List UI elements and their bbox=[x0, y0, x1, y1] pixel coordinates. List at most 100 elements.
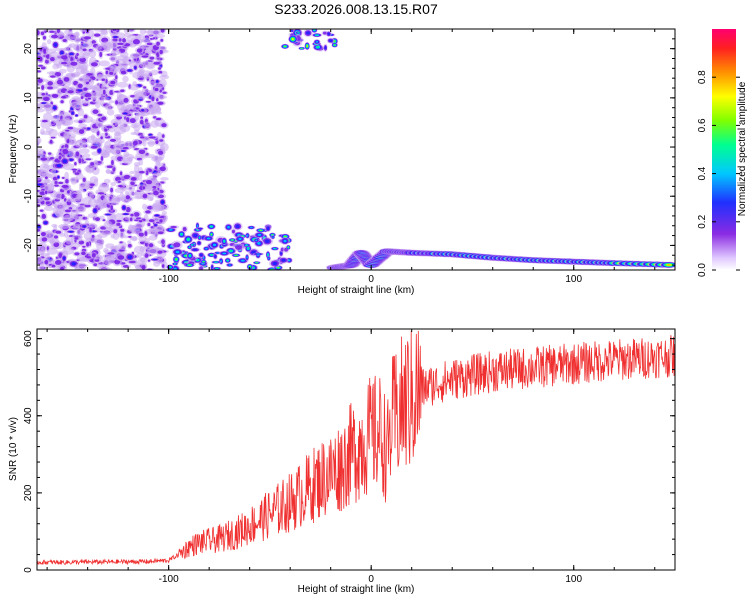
x-tick-label: 0 bbox=[368, 574, 374, 585]
lower-left-cluster bbox=[180, 233, 183, 236]
noise-region bbox=[161, 200, 165, 204]
noise-region bbox=[78, 148, 90, 154]
noise-region bbox=[145, 100, 151, 103]
lower-left-cluster bbox=[281, 258, 286, 262]
noise-region bbox=[84, 92, 92, 98]
noise-region bbox=[144, 75, 152, 79]
noise-region bbox=[57, 175, 60, 179]
noise-region bbox=[148, 235, 158, 241]
noise-region bbox=[137, 257, 148, 266]
noise-region bbox=[116, 219, 122, 222]
noise-region bbox=[77, 89, 83, 92]
noise-region bbox=[39, 191, 46, 196]
lower-left-cluster bbox=[188, 264, 191, 266]
noise-region bbox=[122, 205, 126, 210]
noise-region bbox=[146, 45, 152, 54]
noise-region bbox=[144, 237, 150, 244]
noise-region bbox=[60, 193, 65, 200]
noise-region bbox=[119, 241, 123, 244]
lower-left-cluster bbox=[170, 225, 177, 229]
noise-region bbox=[54, 235, 59, 239]
noise-region bbox=[101, 231, 112, 236]
noise-region bbox=[43, 97, 50, 102]
noise-region bbox=[101, 78, 106, 82]
y-tick-label: 0 bbox=[23, 567, 34, 573]
noise-region bbox=[152, 258, 158, 261]
noise-region bbox=[157, 231, 164, 235]
noise-region bbox=[91, 127, 99, 134]
lower-left-cluster bbox=[186, 238, 190, 241]
noise-region bbox=[77, 256, 89, 262]
noise-region bbox=[114, 213, 124, 222]
noise-region bbox=[47, 81, 54, 86]
noise-region bbox=[113, 36, 118, 38]
noise-region bbox=[90, 62, 98, 67]
noise-region bbox=[107, 252, 115, 255]
x-tick-label: -100 bbox=[159, 574, 179, 585]
colorbar-ticks: 0.0 0.2 0.4 0.6 0.8 bbox=[697, 70, 740, 277]
noise-region bbox=[159, 139, 164, 142]
noise-region bbox=[56, 122, 62, 130]
noise-region bbox=[49, 30, 55, 33]
ridge bbox=[667, 264, 671, 266]
lower-left-cluster bbox=[249, 226, 253, 229]
noise-region bbox=[43, 206, 54, 211]
noise-region bbox=[123, 112, 128, 115]
lower-left-cluster bbox=[287, 246, 289, 248]
noise-region bbox=[135, 91, 147, 100]
lower-left-cluster bbox=[215, 267, 219, 269]
y-tick-label: -20 bbox=[23, 238, 34, 253]
lower-left-cluster bbox=[246, 256, 248, 259]
noise-region bbox=[105, 132, 108, 137]
noise-region bbox=[160, 29, 165, 33]
noise-region bbox=[141, 265, 146, 270]
noise-region bbox=[43, 102, 53, 112]
noise-region bbox=[129, 217, 133, 222]
noise-region bbox=[91, 234, 95, 238]
lower-left-cluster bbox=[231, 239, 234, 241]
noise-region bbox=[41, 213, 47, 219]
noise-region bbox=[97, 113, 103, 117]
noise-region bbox=[146, 42, 153, 46]
noise-region bbox=[109, 148, 121, 154]
noise-region bbox=[41, 85, 45, 90]
noise-region bbox=[62, 217, 72, 222]
noise-region bbox=[39, 209, 44, 212]
noise-region bbox=[76, 52, 79, 57]
noise-region bbox=[139, 29, 147, 35]
noise-region bbox=[138, 232, 145, 237]
noise-region bbox=[118, 62, 129, 68]
noise-region bbox=[85, 158, 92, 161]
noise-region bbox=[43, 221, 48, 225]
noise-region bbox=[75, 194, 82, 202]
noise-region bbox=[153, 61, 160, 65]
noise-region bbox=[41, 237, 48, 242]
spectrogram-y-label: Frequency (Hz) bbox=[8, 115, 19, 184]
noise-region bbox=[109, 71, 114, 75]
y-tick-label: 0 bbox=[23, 144, 34, 150]
lower-left-cluster bbox=[268, 257, 270, 260]
noise-region bbox=[117, 255, 125, 260]
noise-region bbox=[82, 48, 87, 52]
noise-region bbox=[161, 264, 165, 268]
noise-region bbox=[74, 252, 80, 256]
lower-left-cluster bbox=[231, 229, 236, 234]
noise-region bbox=[51, 34, 58, 39]
lower-left-cluster bbox=[173, 242, 181, 248]
noise-region bbox=[54, 181, 58, 185]
noise-region bbox=[154, 224, 157, 227]
noise-region bbox=[45, 201, 50, 205]
noise-region bbox=[103, 247, 109, 253]
noise-region bbox=[156, 80, 159, 84]
colorbar-tick-label: 0.4 bbox=[697, 166, 708, 180]
noise-region bbox=[82, 74, 90, 83]
noise-region bbox=[64, 29, 73, 36]
noise-region bbox=[62, 148, 69, 155]
noise-region bbox=[74, 36, 80, 44]
noise-region bbox=[37, 176, 42, 181]
noise-region bbox=[109, 197, 121, 205]
noise-region bbox=[100, 97, 105, 107]
noise-region bbox=[44, 176, 48, 180]
lower-left-cluster bbox=[175, 250, 180, 254]
noise-region bbox=[100, 156, 104, 161]
